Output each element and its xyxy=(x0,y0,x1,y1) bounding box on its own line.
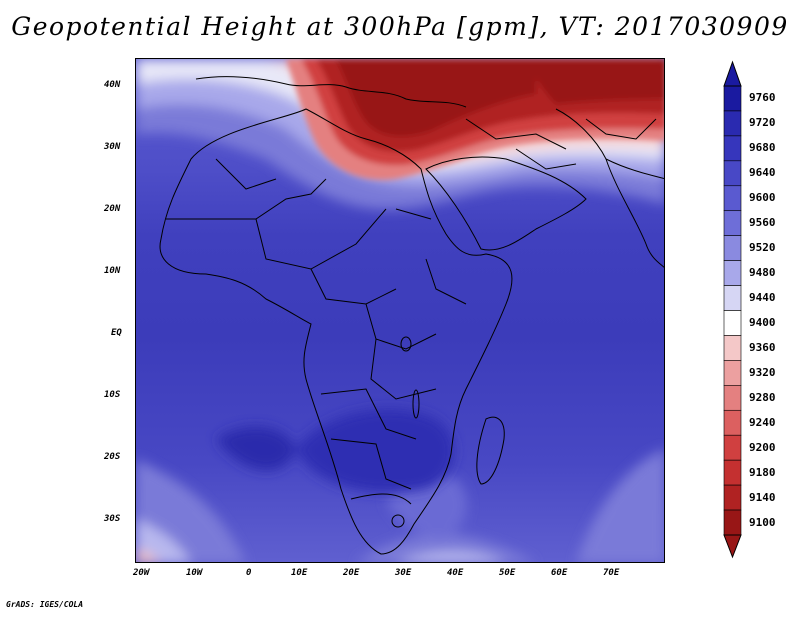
credit-text: GrADS: IGES/COLA xyxy=(6,600,84,609)
lat-label: EQ xyxy=(111,328,122,338)
colorbar-level-label: 9480 xyxy=(749,266,776,280)
colorbar-level-label: 9760 xyxy=(749,91,776,105)
colorbar-level-label: 9440 xyxy=(749,291,776,305)
colorbar-cell xyxy=(723,260,742,286)
lon-label: 60E xyxy=(551,568,568,578)
colorbar-cell xyxy=(723,110,742,137)
colorbar-cell xyxy=(723,335,742,361)
colorbar-level-label: 9140 xyxy=(749,490,776,504)
colorbar-level-label: 9640 xyxy=(749,166,776,180)
southern-gradient xyxy=(136,449,664,562)
colorbar-level-label: 9280 xyxy=(749,390,776,404)
lon-label: 0 xyxy=(246,568,252,578)
colorbar-level-label: 9400 xyxy=(749,315,776,329)
lon-label: 10W xyxy=(186,568,203,578)
colorbar-top-arrow xyxy=(723,60,742,87)
colorbar-cells xyxy=(723,85,742,536)
lon-label: 70E xyxy=(603,568,620,578)
lat-label: 10N xyxy=(104,266,121,276)
colorbar-cell xyxy=(723,409,742,436)
colorbar-cell xyxy=(723,509,742,536)
lon-label: 20E xyxy=(343,568,360,578)
country-borders xyxy=(159,76,664,555)
colorbar-cell xyxy=(723,160,742,187)
colorbar-cell xyxy=(723,135,742,162)
colorbar-cell xyxy=(723,385,742,411)
lat-label: 40N xyxy=(104,80,121,90)
colorbar-cell xyxy=(723,285,742,311)
southern-high xyxy=(216,409,455,493)
colorbar-cell xyxy=(723,235,742,261)
geopotential-height-map xyxy=(136,59,664,562)
colorbar-level-label: 9720 xyxy=(749,116,776,130)
colorbar-level-label: 9360 xyxy=(749,340,776,354)
colorbar-cell xyxy=(723,459,742,486)
colorbar-cell xyxy=(723,185,742,212)
colorbar-level-label: 9320 xyxy=(749,365,776,379)
lat-label: 20S xyxy=(104,452,121,462)
colorbar-cell xyxy=(723,310,742,336)
lon-label: 40E xyxy=(447,568,464,578)
colorbar-level-label: 9520 xyxy=(749,241,776,255)
colorbar-level-label: 9100 xyxy=(749,515,776,529)
lon-label: 30E xyxy=(395,568,412,578)
lat-label: 20N xyxy=(104,204,121,214)
map-title: Geopotential Height at 300hPa [gpm], VT:… xyxy=(11,12,789,41)
colorbar-level-label: 9240 xyxy=(749,415,776,429)
lon-label: 20W xyxy=(133,568,150,578)
lat-label: 30S xyxy=(104,514,121,524)
colorbar-cell xyxy=(723,210,742,236)
lat-label: 30N xyxy=(104,142,121,152)
colorbar-level-label: 9600 xyxy=(749,191,776,205)
lat-label: 10S xyxy=(104,390,121,400)
map-panel xyxy=(135,58,665,563)
colorbar-bottom-arrow xyxy=(723,534,742,559)
colorbar-cell xyxy=(723,484,742,511)
colorbar-cell xyxy=(723,85,742,112)
trough-mediterranean xyxy=(286,59,664,180)
colorbar-level-label: 9680 xyxy=(749,141,776,155)
colorbar-level-label: 9200 xyxy=(749,440,776,454)
colorbar-level-label: 9180 xyxy=(749,465,776,479)
lon-label: 50E xyxy=(499,568,516,578)
colorbar-cell xyxy=(723,360,742,386)
lon-label: 10E xyxy=(291,568,308,578)
colorbar-level-label: 9560 xyxy=(749,216,776,230)
colorbar-cell xyxy=(723,434,742,461)
